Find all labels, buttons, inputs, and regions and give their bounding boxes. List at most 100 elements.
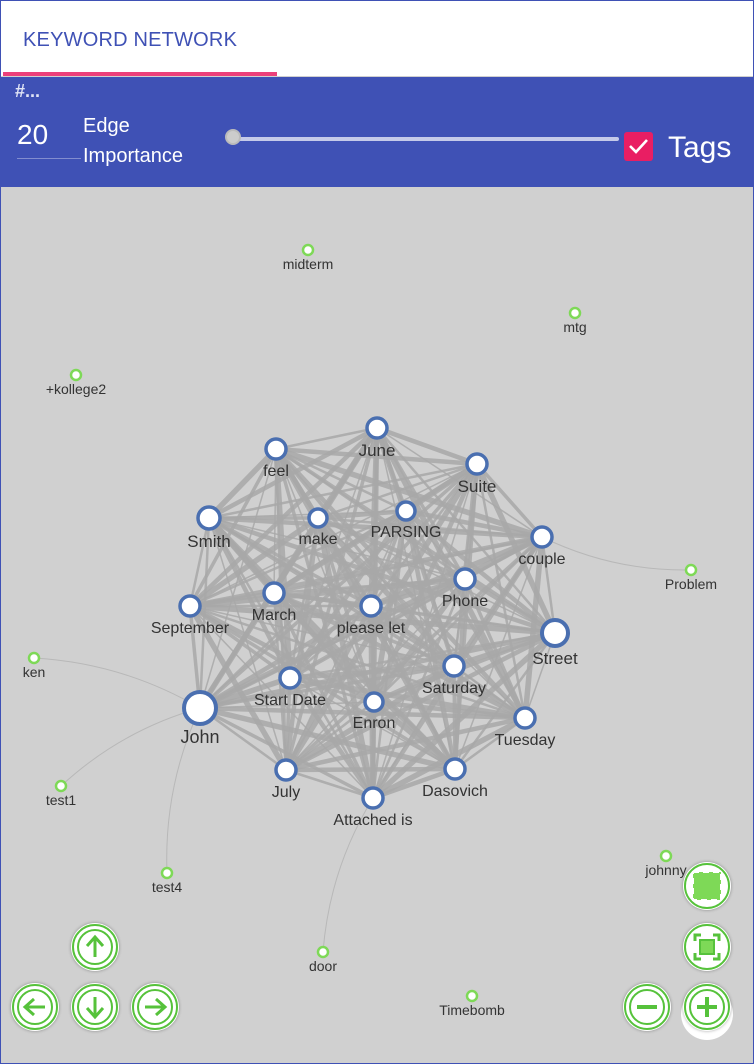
arrow-down-icon	[72, 984, 118, 1030]
keyword-node[interactable]: Dasovich	[422, 757, 488, 800]
keyword-node[interactable]: John	[180, 690, 220, 747]
tag-node-circle[interactable]	[160, 866, 174, 880]
tag-node-circle[interactable]	[465, 989, 479, 1003]
graph-edge	[285, 701, 375, 771]
tag-node[interactable]: midterm	[283, 243, 334, 272]
zoom-in-button[interactable]	[683, 983, 731, 1031]
keyword-node-circle[interactable]	[395, 500, 417, 522]
graph-edge	[208, 517, 287, 771]
keyword-node-circle[interactable]	[361, 786, 385, 810]
tag-node-circle[interactable]	[69, 368, 83, 382]
keyword-node-circle[interactable]	[465, 452, 489, 476]
keyword-node[interactable]: Attached is	[333, 786, 413, 829]
keyword-node-circle[interactable]	[196, 505, 222, 531]
keyword-node-label: June	[359, 441, 396, 460]
tag-node[interactable]: test4	[152, 866, 183, 895]
keyword-node-circle[interactable]	[359, 594, 383, 618]
tag-edge	[541, 536, 692, 571]
keyword-node-circle[interactable]	[274, 758, 298, 782]
arrow-left-icon	[12, 984, 58, 1030]
graph-edge	[453, 664, 526, 720]
keyword-node[interactable]: September	[151, 594, 230, 637]
graph-edge	[188, 426, 379, 608]
keyword-node[interactable]: Street	[532, 618, 578, 668]
keyword-node[interactable]: couple	[518, 525, 566, 568]
slider-track[interactable]	[233, 137, 619, 141]
pan-up-button[interactable]	[71, 923, 119, 971]
tag-node[interactable]: +kollege2	[46, 368, 107, 397]
edge-count-input[interactable]: 20	[17, 119, 81, 159]
tag-node[interactable]: Timebomb	[439, 989, 505, 1018]
keyword-node-circle[interactable]	[513, 706, 537, 730]
tag-node-circle[interactable]	[316, 945, 330, 959]
keyword-node-circle[interactable]	[178, 594, 202, 618]
keyword-node-circle[interactable]	[365, 416, 389, 440]
keyword-node[interactable]: Smith	[187, 505, 231, 551]
keyword-node-circle[interactable]	[453, 567, 477, 591]
tag-node[interactable]: Problem	[665, 563, 717, 592]
keyword-node-circle[interactable]	[182, 690, 218, 726]
zoom-out-button[interactable]	[623, 983, 671, 1031]
tag-node[interactable]: test1	[46, 779, 77, 808]
toolbar: #... 20 Edge Importance Tags	[1, 77, 753, 187]
graph-edge	[404, 510, 527, 719]
tag-node[interactable]: johnny	[644, 849, 687, 878]
tag-node-label: ken	[23, 664, 46, 680]
graph-edge	[405, 508, 543, 540]
tab-keyword-network[interactable]: KEYWORD NETWORK	[1, 1, 277, 76]
graph-edge	[188, 448, 278, 607]
keyword-node[interactable]: PARSING	[371, 500, 442, 541]
graph-edge	[463, 578, 527, 719]
checkmark-icon	[629, 139, 648, 154]
network-canvas[interactable]: John Street Smith June Suite feel make PARSING c…	[1, 187, 753, 1063]
keyword-node[interactable]: June	[359, 416, 396, 460]
network-graph[interactable]: John Street Smith June Suite feel make PARSING c…	[1, 187, 753, 1063]
graph-edge	[273, 590, 372, 609]
pan-left-button[interactable]	[11, 983, 59, 1031]
keyword-node-circle[interactable]	[530, 525, 554, 549]
keyword-node[interactable]: Tuesday	[495, 706, 556, 749]
pan-down-button[interactable]	[71, 983, 119, 1031]
keyword-node-circle[interactable]	[264, 437, 288, 461]
tags-checkbox[interactable]	[624, 132, 653, 161]
keyword-node[interactable]: Saturday	[422, 654, 486, 697]
keyword-node[interactable]: Start Date	[254, 666, 326, 709]
keyword-node-circle[interactable]	[278, 666, 302, 690]
graph-edge	[524, 632, 556, 719]
keyword-node[interactable]: July	[272, 758, 300, 801]
select-button[interactable]	[683, 862, 731, 910]
tag-node-circle[interactable]	[301, 243, 315, 257]
tag-node[interactable]: mtg	[563, 306, 587, 335]
keyword-node-circle[interactable]	[307, 507, 329, 529]
keyword-node-label: Smith	[187, 532, 230, 551]
edge-importance-slider[interactable]	[225, 127, 619, 151]
keyword-node-circle[interactable]	[363, 691, 385, 713]
graph-edge	[208, 462, 478, 520]
keyword-node-circle[interactable]	[442, 654, 466, 678]
tag-node-circle[interactable]	[568, 306, 582, 320]
graph-edge	[285, 578, 466, 771]
keyword-node-circle[interactable]	[443, 757, 467, 781]
keyword-node-circle[interactable]	[540, 618, 570, 648]
pan-right-button[interactable]	[131, 983, 179, 1031]
keyword-node-circle[interactable]	[262, 581, 286, 605]
keyword-node[interactable]: make	[298, 507, 338, 548]
keyword-node-label: Start Date	[254, 692, 326, 709]
tag-node-circle[interactable]	[54, 779, 68, 793]
tag-node-circle[interactable]	[659, 849, 673, 863]
keyword-node[interactable]: Phone	[442, 567, 488, 610]
keyword-node[interactable]: Suite	[458, 452, 497, 496]
keyword-node[interactable]: Enron	[353, 691, 396, 732]
slider-thumb[interactable]	[225, 129, 241, 145]
tag-node[interactable]: ken	[23, 651, 46, 680]
tag-node-circle[interactable]	[684, 563, 698, 577]
keyword-node[interactable]: please let	[337, 594, 406, 637]
graph-nodes[interactable]: John Street Smith June Suite feel make PARSING c…	[23, 243, 717, 1018]
tag-node-circle[interactable]	[27, 651, 41, 665]
keyword-node[interactable]: feel	[263, 437, 289, 480]
fit-screen-button[interactable]	[683, 923, 731, 971]
tag-node[interactable]: door	[309, 945, 337, 974]
keyword-node[interactable]: March	[252, 581, 296, 624]
keyword-node-label: Street	[532, 649, 578, 668]
